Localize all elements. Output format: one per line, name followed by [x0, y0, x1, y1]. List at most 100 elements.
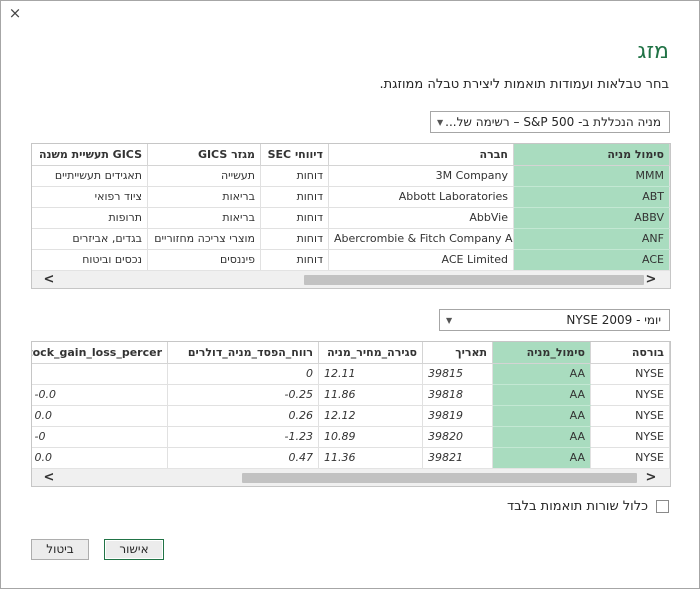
- table2-scroll-thumb[interactable]: [242, 473, 637, 483]
- table1-scroll-thumb[interactable]: [304, 275, 644, 285]
- table1-col-company[interactable]: חברה: [328, 144, 514, 166]
- table1-cell: תעשייה: [147, 165, 261, 187]
- table2-cell: 12.11: [318, 363, 423, 385]
- table1-select-value: מניה הנכללת ב- S&P 500 – רשימה של...: [445, 115, 661, 129]
- table1-cell: AbbVie: [328, 207, 514, 229]
- table1-grid: GICS תעשיית משנה מגזר GICS דיווחי SEC חב…: [32, 144, 670, 271]
- table2-cell: -0.25: [167, 384, 319, 406]
- table2-cell: NYSE: [590, 405, 670, 427]
- table2-col-date[interactable]: תאריך: [422, 342, 493, 364]
- only-matching-rows-label[interactable]: כלול שורות תואמות בלבד: [507, 499, 648, 514]
- table1-cell: בגדים, אביזרים: [32, 228, 148, 250]
- table1-cell: נכסים וביטוח: [32, 249, 148, 271]
- scroll-right-icon[interactable]: >: [645, 470, 657, 485]
- cancel-button[interactable]: ביטול: [31, 539, 89, 560]
- table-row: תאגידים תעשייתיים תעשייה דוחות 3M Compan…: [32, 165, 670, 187]
- table1-cell: תרופות: [32, 207, 148, 229]
- scroll-right-icon[interactable]: >: [645, 272, 657, 287]
- table2-cell: 11.86: [318, 384, 423, 406]
- table-row: -0.0 -0.25 11.86 39818 AA NYSE: [32, 384, 670, 406]
- table2-col-stock-gain-loss-percent[interactable]: stock_gain_loss_percer: [32, 342, 168, 364]
- table2-cell: 39815: [422, 363, 493, 385]
- table2-cell: 0.0: [32, 447, 168, 469]
- scroll-left-icon[interactable]: <: [43, 272, 55, 287]
- table2-cell: 0.47: [167, 447, 319, 469]
- table1-cell: בריאות: [147, 186, 261, 208]
- table1-preview[interactable]: GICS תעשיית משנה מגזר GICS דיווחי SEC חב…: [31, 143, 671, 289]
- table1-cell: Abercrombie & Fitch Company A: [328, 228, 514, 250]
- table1-col-sec-filings[interactable]: דיווחי SEC: [260, 144, 329, 166]
- table1-cell: ABBV: [513, 207, 670, 229]
- table2-horizontal-scrollbar[interactable]: < >: [32, 468, 670, 486]
- dialog-subtitle: בחר טבלאות ועמודות תואמות ליצירת טבלה ממ…: [379, 77, 669, 92]
- table2-cell: 39820: [422, 426, 493, 448]
- chevron-down-icon: ▼: [437, 118, 444, 127]
- table-row: בגדים, אביזרים מוצרי צריכה מחזוריים דוחו…: [32, 228, 670, 250]
- table2-col-exchange[interactable]: בורסה: [590, 342, 670, 364]
- table1-cell: דוחות: [260, 249, 329, 271]
- table1-cell: Abbott Laboratories: [328, 186, 514, 208]
- table2-cell: NYSE: [590, 384, 670, 406]
- table2-col-ticker[interactable]: סימול_מניה: [492, 342, 591, 364]
- table2-grid: stock_gain_loss_percer רווח_הפסד_מניה_דו…: [32, 342, 670, 469]
- chevron-down-icon: ▼: [446, 316, 453, 325]
- table2-cell: AA: [492, 363, 591, 385]
- table1-cell: MMM: [513, 165, 670, 187]
- table1-cell: ABT: [513, 186, 670, 208]
- table-row: -0 -1.23 10.89 39820 AA NYSE: [32, 426, 670, 448]
- table2-select-value: יומי - NYSE 2009: [566, 313, 661, 327]
- table1-col-gics-sub-industry[interactable]: GICS תעשיית משנה: [32, 144, 148, 166]
- table2-cell: AA: [492, 405, 591, 427]
- table2-cell: 0.26: [167, 405, 319, 427]
- table1-cell: תאגידים תעשייתיים: [32, 165, 148, 187]
- table1-cell: 3M Company: [328, 165, 514, 187]
- table1-col-gics-sector[interactable]: מגזר GICS: [147, 144, 261, 166]
- dialog-title: מזג: [637, 39, 669, 64]
- scroll-left-icon[interactable]: <: [43, 470, 55, 485]
- table2-cell: 12.12: [318, 405, 423, 427]
- table1-cell: דוחות: [260, 186, 329, 208]
- table2-cell: 11.36: [318, 447, 423, 469]
- table2-cell: NYSE: [590, 426, 670, 448]
- table1-col-ticker[interactable]: סימול מניה: [513, 144, 670, 166]
- only-matching-rows-option[interactable]: כלול שורות תואמות בלבד: [507, 499, 669, 514]
- table2-cell: -0.0: [32, 384, 168, 406]
- table2-cell: [32, 363, 168, 385]
- table2-col-stock-close-price[interactable]: סגירה_מחיר_מניה: [318, 342, 423, 364]
- table-row: תרופות בריאות דוחות AbbVie ABBV: [32, 207, 670, 229]
- table-row: 0.0 0.47 11.36 39821 AA NYSE: [32, 447, 670, 469]
- table1-cell: ACE Limited: [328, 249, 514, 271]
- table1-cell: דוחות: [260, 207, 329, 229]
- table2-cell: 39818: [422, 384, 493, 406]
- table1-cell: דוחות: [260, 228, 329, 250]
- table2-cell: 10.89: [318, 426, 423, 448]
- table2-cell: -1.23: [167, 426, 319, 448]
- table1-header-row: GICS תעשיית משנה מגזר GICS דיווחי SEC חב…: [32, 144, 670, 166]
- table2-col-stock-gain-loss-dollars[interactable]: רווח_הפסד_מניה_דולרים: [167, 342, 319, 364]
- table2-cell: AA: [492, 384, 591, 406]
- ok-button[interactable]: אישור: [104, 539, 164, 560]
- table-row: 0 12.11 39815 AA NYSE: [32, 363, 670, 385]
- table2-cell: 0.0: [32, 405, 168, 427]
- table-row: ציוד רפואי בריאות דוחות Abbott Laborator…: [32, 186, 670, 208]
- table2-select[interactable]: יומי - NYSE 2009 ▼: [439, 309, 670, 331]
- table2-cell: 0: [167, 363, 319, 385]
- table-row: נכסים וביטוח פיננסים דוחות ACE Limited A…: [32, 249, 670, 271]
- table2-cell: NYSE: [590, 447, 670, 469]
- table1-cell: פיננסים: [147, 249, 261, 271]
- table1-horizontal-scrollbar[interactable]: < >: [32, 270, 670, 288]
- only-matching-rows-checkbox[interactable]: [656, 500, 669, 513]
- table2-cell: 39819: [422, 405, 493, 427]
- table1-select[interactable]: מניה הנכללת ב- S&P 500 – רשימה של... ▼: [430, 111, 670, 133]
- table1-cell: דוחות: [260, 165, 329, 187]
- table2-header-row: stock_gain_loss_percer רווח_הפסד_מניה_דו…: [32, 342, 670, 364]
- table1-cell: בריאות: [147, 207, 261, 229]
- table2-cell: NYSE: [590, 363, 670, 385]
- close-icon[interactable]: ×: [8, 4, 22, 22]
- table1-cell: ANF: [513, 228, 670, 250]
- table2-cell: 39821: [422, 447, 493, 469]
- table1-cell: ACE: [513, 249, 670, 271]
- table2-preview[interactable]: stock_gain_loss_percer רווח_הפסד_מניה_דו…: [31, 341, 671, 487]
- table2-cell: -0: [32, 426, 168, 448]
